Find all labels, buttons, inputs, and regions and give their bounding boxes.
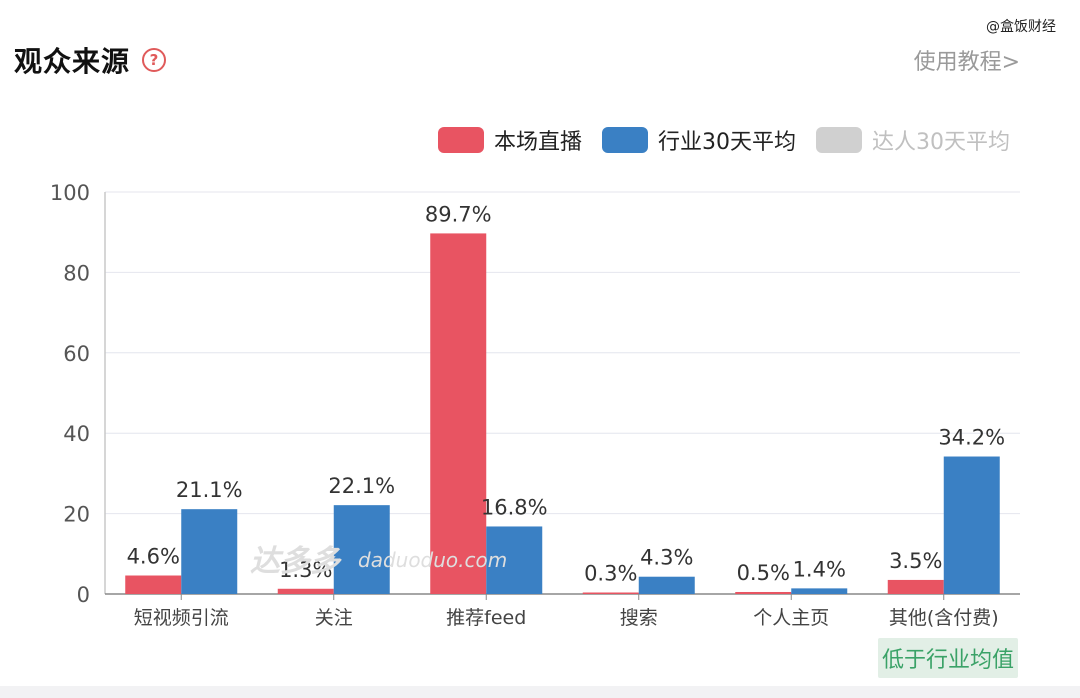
below-industry-badge: 低于行业均值 [878, 638, 1019, 678]
y-tick-label: 100 [50, 181, 90, 205]
bar-current-live [582, 592, 639, 594]
bottom-divider [0, 686, 1080, 698]
y-tick-label: 80 [63, 261, 90, 285]
x-tick-label: 短视频引流 [134, 607, 229, 629]
data-label: 3.5% [889, 549, 942, 573]
data-label: 4.3% [640, 546, 693, 570]
legend-label: 达人30天平均 [872, 130, 1010, 155]
data-label: 0.5% [737, 561, 790, 585]
page-title: 观众来源 [14, 45, 131, 78]
bar-current-live [735, 591, 792, 594]
chart-legend: 本场直播 行业30天平均 达人30天平均 [437, 124, 1010, 156]
legend-label: 本场直播 [493, 130, 582, 155]
y-tick-label: 40 [63, 422, 90, 446]
legend-item-creator-avg[interactable]: 达人30天平均 [816, 124, 1010, 156]
legend-label: 行业30天平均 [658, 130, 796, 155]
legend-item-industry-avg[interactable]: 行业30天平均 [602, 124, 796, 156]
bar-industry-avg [486, 526, 543, 594]
data-label: 16.8% [481, 495, 548, 519]
data-label: 4.6% [127, 545, 180, 569]
legend-item-current-live[interactable]: 本场直播 [437, 124, 582, 156]
data-label: 34.2% [938, 426, 1005, 450]
x-tick-label: 关注 [315, 607, 353, 629]
data-label: 21.1% [176, 478, 243, 502]
watermark-logo: 达多多 [250, 544, 340, 579]
x-tick-label: 搜索 [620, 607, 658, 629]
bar-industry-avg [791, 588, 848, 594]
y-tick-label: 60 [63, 342, 90, 366]
data-label: 89.7% [425, 202, 492, 226]
legend-swatch [437, 127, 484, 153]
bar-current-live [277, 588, 334, 594]
source-watermark: @盒饭财经 [986, 19, 1056, 35]
data-label: 0.3% [584, 562, 637, 586]
bar-current-live [125, 575, 182, 594]
tutorial-link[interactable]: 使用教程> [913, 50, 1020, 75]
y-tick-label: 20 [63, 503, 90, 527]
bar-industry-avg [333, 505, 390, 594]
legend-swatch [816, 127, 862, 153]
bar-industry-avg [638, 576, 695, 594]
bar-industry-avg [181, 509, 238, 594]
watermark-site: daduoduo.com [358, 548, 508, 572]
data-label: 1.4% [793, 557, 846, 581]
data-label: 1.3% [279, 558, 332, 582]
y-tick-label: 0 [77, 583, 90, 607]
help-icon[interactable]: ? [142, 48, 167, 72]
bar-current-live [430, 233, 487, 594]
bar-current-live [887, 579, 944, 594]
bar-industry-avg [943, 456, 1000, 594]
x-tick-label: 个人主页 [753, 607, 829, 629]
legend-swatch [602, 127, 648, 153]
section-header: 观众来源 ? [14, 40, 167, 80]
x-tick-label: 推荐feed [446, 607, 526, 629]
x-tick-label: 其他(含付费) [889, 607, 999, 629]
data-label: 22.1% [328, 474, 395, 498]
